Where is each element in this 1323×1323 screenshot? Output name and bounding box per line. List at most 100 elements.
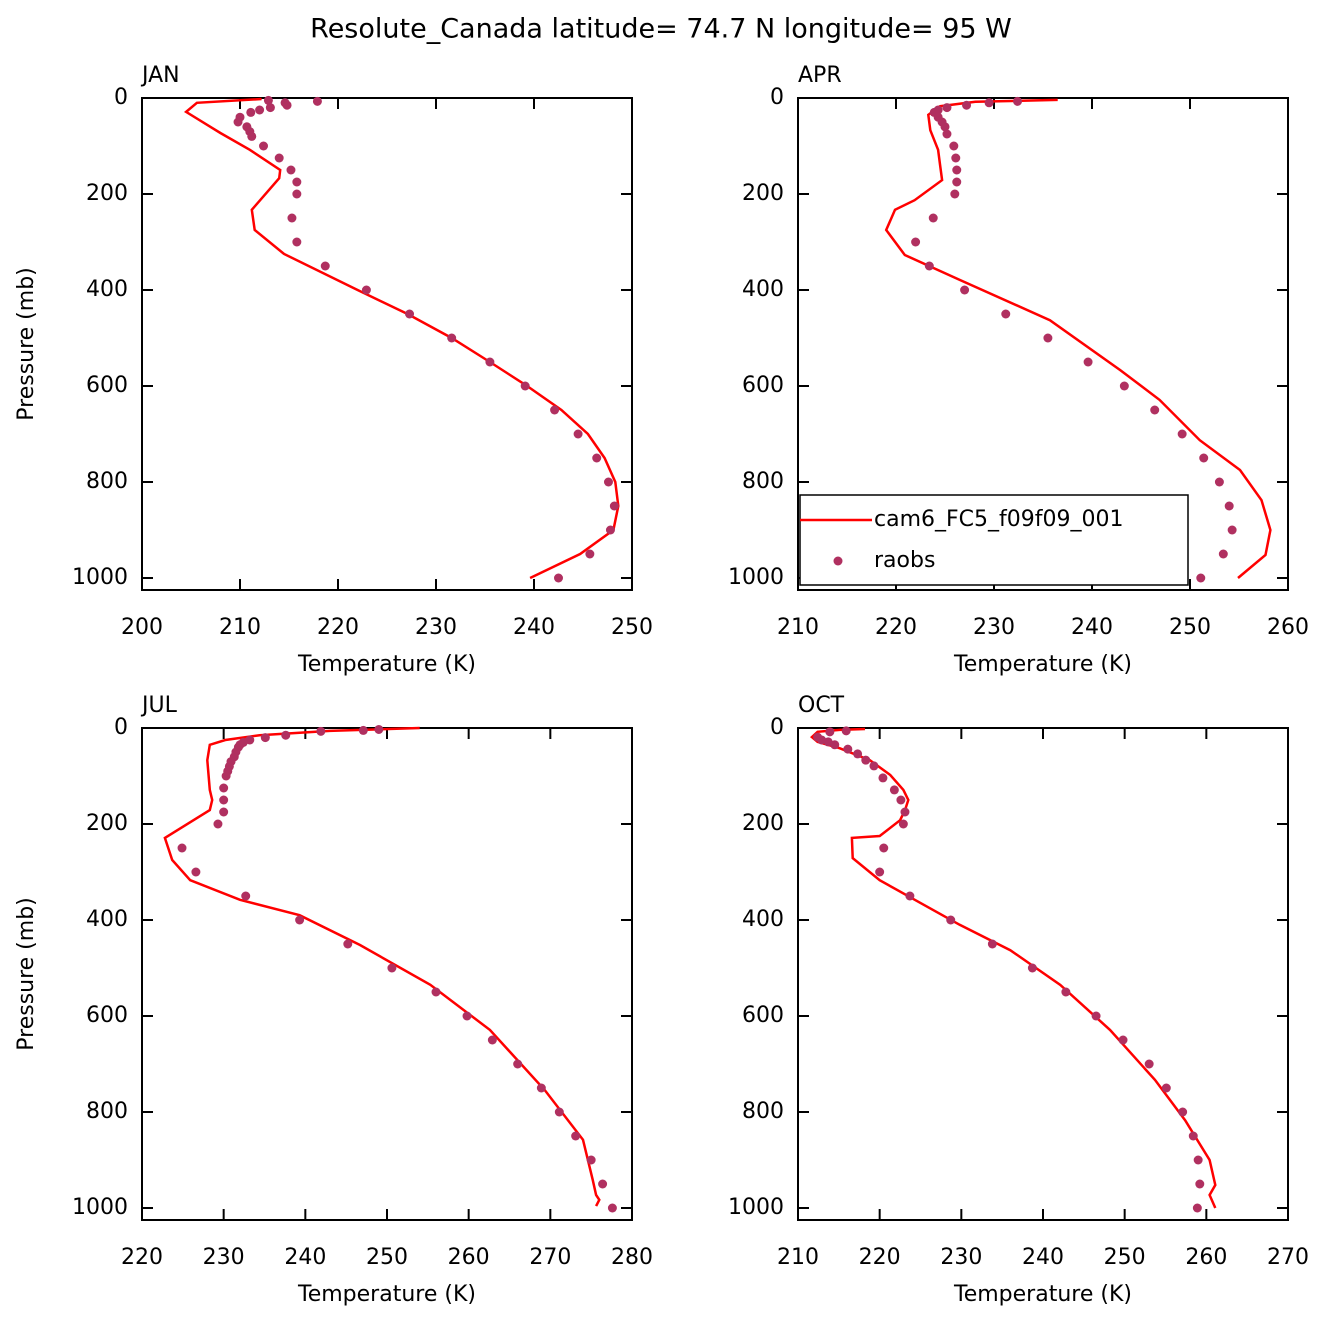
- x-tick-label: 270: [1267, 1245, 1309, 1270]
- obs-point: [586, 1155, 596, 1165]
- x-tick-label: 200: [121, 615, 163, 640]
- obs-point: [1192, 1203, 1202, 1213]
- y-tick-label: 1000: [728, 565, 784, 590]
- x-tick-label: 240: [1022, 1245, 1064, 1270]
- obs-point: [260, 733, 270, 743]
- obs-point: [287, 213, 297, 223]
- y-tick-label: 0: [770, 715, 784, 740]
- obs-point: [485, 357, 495, 367]
- x-axis-label: Temperature (K): [297, 652, 476, 677]
- obs-point: [896, 795, 906, 805]
- obs-point: [431, 987, 441, 997]
- x-tick-label: 230: [973, 615, 1015, 640]
- x-tick-label: 220: [121, 1245, 163, 1270]
- obs-point: [1144, 1059, 1154, 1069]
- x-tick-label: 260: [1185, 1245, 1227, 1270]
- y-axis-label: Pressure (mb): [14, 267, 39, 421]
- x-tick-label: 280: [611, 1245, 653, 1270]
- y-tick-label: 600: [86, 373, 128, 398]
- obs-point: [286, 165, 296, 175]
- obs-point: [405, 309, 415, 319]
- obs-point: [221, 771, 231, 781]
- x-tick-label: 230: [203, 1245, 245, 1270]
- x-tick-label: 220: [317, 615, 359, 640]
- obs-point: [265, 103, 275, 113]
- obs-point: [219, 807, 229, 817]
- obs-point: [841, 726, 851, 736]
- obs-point: [869, 761, 879, 771]
- y-tick-label: 800: [742, 469, 784, 494]
- x-tick-label: 240: [284, 1245, 326, 1270]
- panel: 220 230 240 250 260 270 280 0 200 400 600 800 1000 JU…: [14, 693, 653, 1307]
- obs-point: [607, 1203, 617, 1213]
- y-tick-label: 600: [742, 373, 784, 398]
- x-tick-label: 210: [219, 615, 261, 640]
- x-tick-label: 270: [529, 1245, 571, 1270]
- legend-label: raobs: [874, 548, 935, 573]
- obs-point: [889, 785, 899, 795]
- y-tick-label: 400: [742, 277, 784, 302]
- x-tick-label: 230: [940, 1245, 982, 1270]
- x-axis-label: Temperature (K): [953, 1282, 1132, 1307]
- obs-point: [1150, 405, 1160, 415]
- y-axis-label: Pressure (mb): [14, 897, 39, 1051]
- obs-point: [554, 1107, 564, 1117]
- obs-point: [1119, 381, 1129, 391]
- obs-point: [1001, 309, 1011, 319]
- obs-point: [942, 129, 952, 139]
- obs-point: [949, 141, 959, 151]
- plot-frame: [141, 97, 633, 591]
- y-tick-label: 200: [742, 811, 784, 836]
- obs-point: [951, 153, 961, 163]
- panel: 200 210 220 230 240 250 0 200 400 600 800 1000 JAN Te…: [14, 63, 653, 677]
- obs-point: [592, 453, 602, 463]
- model-line: [163, 726, 601, 1207]
- obs-point: [343, 939, 353, 949]
- obs-point: [554, 573, 563, 583]
- obs-point: [950, 189, 960, 199]
- obs-point: [1214, 477, 1224, 487]
- obs-point: [878, 773, 888, 783]
- obs-point: [292, 237, 302, 247]
- obs-point: [536, 1083, 546, 1093]
- obs-point: [843, 744, 853, 754]
- obs-point: [984, 98, 994, 108]
- x-tick-label: 240: [513, 615, 555, 640]
- obs-point: [942, 103, 952, 113]
- obs-point: [282, 100, 292, 110]
- obs-point: [361, 285, 371, 295]
- panel: 210 220 230 240 250 260 270 0 200 400 600 800 1000 OC…: [728, 693, 1309, 1307]
- obs-point: [1193, 1155, 1203, 1165]
- panel-title: JAN: [140, 63, 180, 88]
- obs-point: [274, 153, 284, 163]
- obs-point: [1118, 1035, 1128, 1045]
- obs-point: [387, 963, 397, 973]
- obs-point: [320, 261, 330, 271]
- y-tick-label: 200: [742, 181, 784, 206]
- obs-point: [1227, 525, 1237, 535]
- obs-point: [487, 1035, 497, 1045]
- obs-point: [861, 755, 871, 765]
- obs-point: [987, 939, 997, 949]
- legend-box: [799, 494, 1189, 586]
- obs-point: [246, 107, 256, 117]
- y-tick-label: 200: [86, 811, 128, 836]
- obs-point: [177, 843, 187, 853]
- obs-point: [585, 549, 595, 559]
- obs-point: [946, 915, 956, 925]
- obs-point: [241, 891, 251, 901]
- obs-point: [830, 740, 840, 750]
- figure-title: Resolute_Canada latitude= 74.7 N longitu…: [310, 14, 1012, 45]
- obs-point: [603, 477, 613, 487]
- obs-point: [928, 213, 938, 223]
- obs-point: [358, 725, 368, 735]
- model-line: [884, 98, 1272, 579]
- obs-point: [1178, 1107, 1188, 1117]
- obs-point: [219, 795, 229, 805]
- x-tick-label: 240: [1071, 615, 1113, 640]
- obs-point: [924, 261, 934, 271]
- plot-frame: [797, 727, 1289, 1221]
- obs-point: [1177, 429, 1187, 439]
